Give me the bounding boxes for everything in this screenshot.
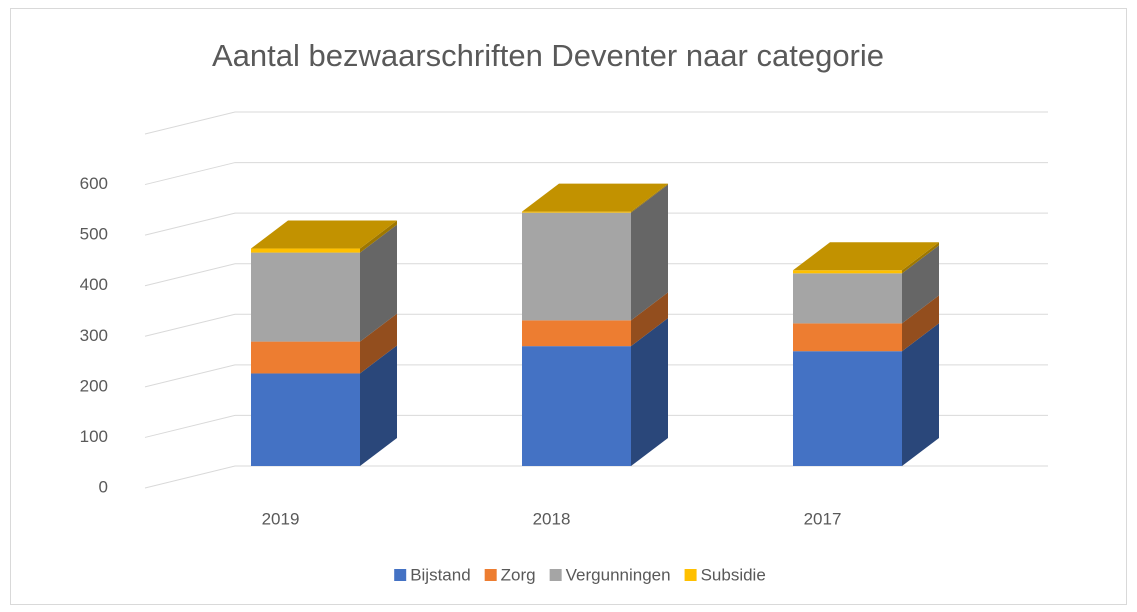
legend-swatch (484, 569, 497, 581)
grid-line (144, 414, 1048, 438)
bar (793, 351, 902, 466)
y-tick-label: 100 (80, 427, 108, 446)
bar-top (522, 183, 668, 212)
bar (522, 212, 631, 321)
bar-side (902, 242, 939, 274)
bar (522, 211, 631, 213)
chart-title: Aantal bezwaarschriften Deventer naar ca… (212, 38, 884, 73)
y-tick-label: 400 (80, 275, 108, 294)
bar-side (902, 323, 939, 466)
legend-label: Subsidie (701, 565, 766, 584)
bar-side (902, 245, 939, 324)
y-tick-label: 600 (80, 174, 108, 193)
bar-top (251, 220, 397, 249)
bar-side (631, 183, 668, 213)
x-tick-label: 2018 (533, 509, 571, 528)
legend-swatch (684, 569, 697, 581)
legend-label: Bijstand (410, 565, 470, 584)
y-tick-label: 500 (80, 225, 108, 244)
grid-line (144, 263, 1048, 287)
bar-side (360, 220, 397, 253)
grid-line (144, 162, 1048, 186)
bar-side (631, 318, 668, 466)
bar (251, 341, 360, 374)
y-tick-label: 300 (80, 326, 108, 345)
x-tick-label: 2017 (804, 509, 842, 528)
bar (793, 323, 902, 352)
grid-line (144, 364, 1048, 388)
y-tick-label: 200 (80, 376, 108, 395)
bar-side (360, 345, 397, 466)
legend-swatch (549, 569, 562, 581)
bar (251, 248, 360, 253)
bar (522, 320, 631, 347)
bar (793, 270, 902, 274)
grid-line (144, 465, 1048, 489)
bar (251, 373, 360, 466)
grid-line (144, 313, 1048, 337)
bar (522, 346, 631, 466)
bar (793, 273, 902, 324)
bar-side (631, 292, 668, 347)
x-tick-label: 2019 (262, 509, 300, 528)
grid-line (144, 212, 1048, 236)
y-tick-label: 0 (99, 477, 108, 496)
bar-side (631, 184, 668, 321)
bar-side (902, 295, 939, 352)
bar-side (360, 313, 397, 374)
bar-side (360, 224, 397, 342)
bar (251, 252, 360, 342)
bar-top (793, 242, 939, 271)
legend-swatch (394, 569, 407, 581)
grid-line (144, 111, 1048, 135)
legend-label: Vergunningen (566, 565, 671, 584)
legend-label: Zorg (501, 565, 536, 584)
